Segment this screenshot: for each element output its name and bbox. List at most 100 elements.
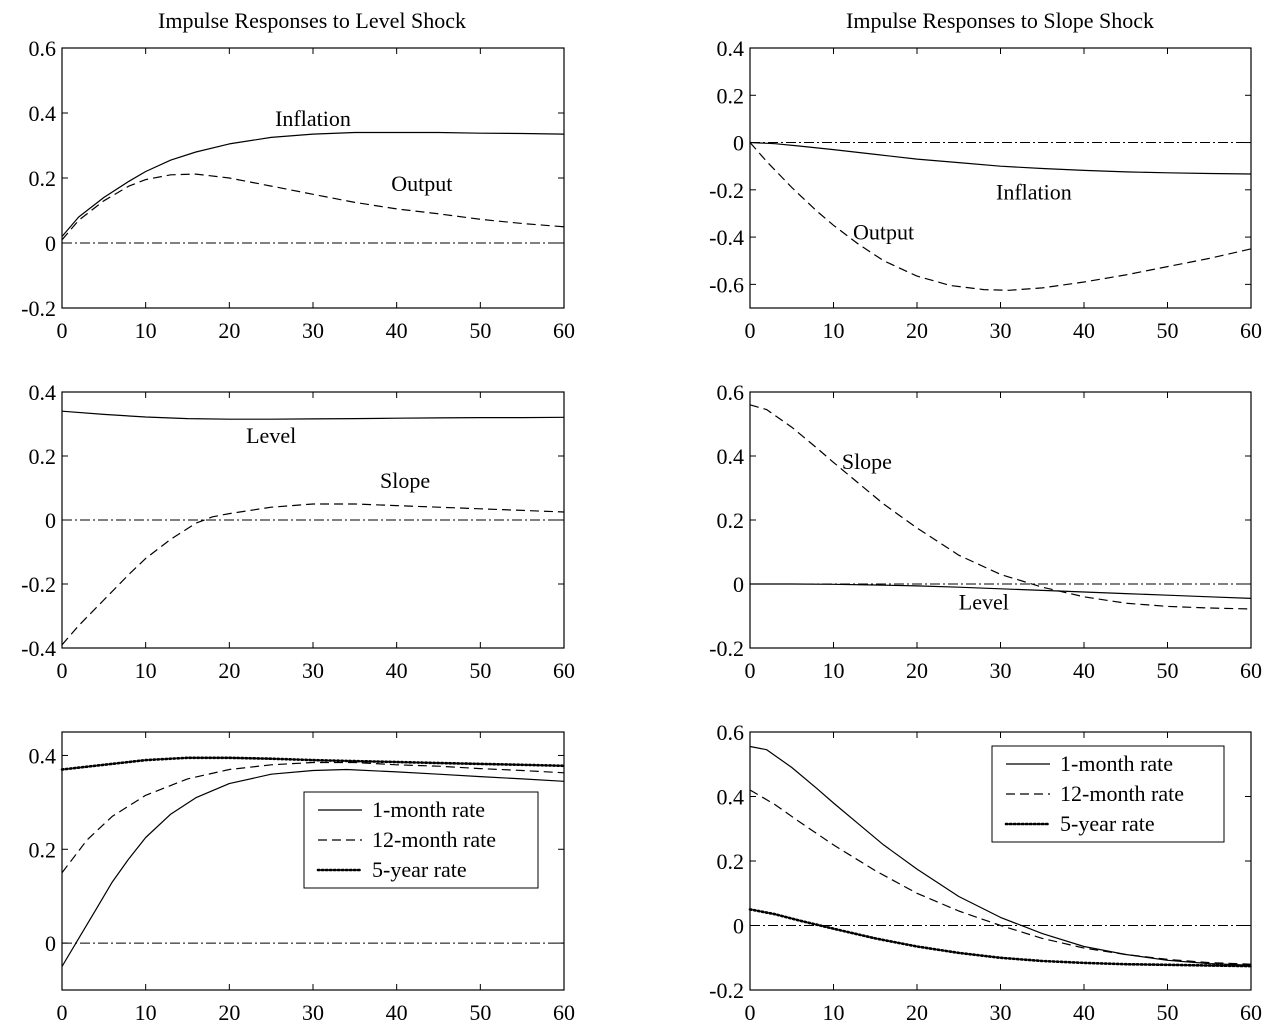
legend-entry-label: 1-month rate (1060, 751, 1173, 776)
series-line-12-month-rate (61, 761, 565, 874)
x-tick-label: 20 (218, 658, 240, 683)
panel-level-yields: 0 10 20 30 40 50 60 0 0.2 0.4 1-month rate 12-month… (29, 731, 575, 1025)
series-line-output (749, 142, 1252, 291)
panel-slope-yields: 0 10 20 30 40 50 60-0.200.20.40.61-month rate1… (709, 720, 1262, 1025)
series-annotation: Level (959, 590, 1009, 615)
y-tick-label: 0.2 (717, 83, 745, 108)
x-tick-label: 50 (469, 1000, 491, 1025)
series-line-slope (749, 404, 1252, 610)
panel-level-factors: 0 10 20 30 40 50 60 -0.4 -0.2 0 0.2 0.4 Level Slope (21, 380, 575, 683)
x-tick-label: 40 (386, 318, 408, 343)
series-line-inflation (61, 131, 565, 237)
x-tick-label: 30 (990, 318, 1012, 343)
y-tick-label: 0.2 (29, 837, 57, 862)
y-tick-label: 0.2 (29, 444, 57, 469)
x-tick-label: 10 (135, 318, 157, 343)
x-tick-label: 60 (1240, 1000, 1262, 1025)
right-column-title: Impulse Responses to Slope Shock (846, 8, 1154, 33)
x-tick-label: 60 (1240, 658, 1262, 683)
series-annotation: Inflation (996, 179, 1072, 204)
x-tick-label: 20 (906, 1000, 928, 1025)
y-tick-label: 0.6 (29, 36, 57, 61)
y-tick-label: -0.2 (709, 978, 744, 1003)
series-annotation: Inflation (275, 106, 351, 131)
y-tick-label: 0.4 (29, 101, 57, 126)
x-tick-label: 20 (218, 318, 240, 343)
x-tick-label: 50 (1157, 318, 1179, 343)
series-line-5-year-rate (60, 756, 566, 771)
series-annotation: Level (246, 423, 296, 448)
legend-box (303, 791, 539, 889)
legend-entry-label: 5-year rate (372, 857, 467, 882)
x-tick-label: 20 (218, 1000, 240, 1025)
y-tick-label: -0.4 (21, 636, 56, 661)
series-line-level (61, 410, 565, 420)
x-tick-label: 50 (1157, 1000, 1179, 1025)
legend: 1-month rate 12-month rate 5-year rate (303, 791, 539, 889)
left-column-title: Impulse Responses to Level Shock (158, 8, 466, 33)
y-tick-label: 0.2 (717, 849, 745, 874)
x-tick-label: 40 (386, 1000, 408, 1025)
x-tick-label: 40 (1073, 658, 1095, 683)
y-tick-label: 0.2 (717, 508, 745, 533)
x-tick-label: 30 (990, 658, 1012, 683)
x-tick-label: 10 (823, 1000, 845, 1025)
x-tick-label: 30 (302, 658, 324, 683)
series-annotation: Output (853, 219, 914, 244)
y-tick-label: 0.6 (717, 380, 745, 405)
x-tick-label: 30 (302, 1000, 324, 1025)
x-tick-label: 50 (469, 318, 491, 343)
y-tick-label: 0.2 (29, 166, 57, 191)
x-tick-label: 30 (302, 318, 324, 343)
x-tick-label: 60 (553, 318, 575, 343)
plot-frame (749, 47, 1252, 309)
x-tick-label: 40 (1073, 1000, 1095, 1025)
x-tick-label: 30 (990, 1000, 1012, 1025)
series-line-level (750, 583, 1252, 599)
y-tick-label: 0.4 (717, 785, 745, 810)
series-line-inflation (749, 141, 1252, 175)
y-tick-label: -0.2 (21, 572, 56, 597)
y-tick-label: 0.4 (29, 380, 57, 405)
y-tick-label: 0 (733, 914, 744, 939)
y-tick-label: 0 (45, 508, 56, 533)
y-tick-label: 0.4 (29, 743, 57, 768)
legend-entry-label: 5-year rate (1060, 811, 1155, 836)
plot-frame (61, 47, 565, 309)
y-tick-label: -0.2 (709, 636, 744, 661)
y-tick-label: -0.4 (709, 225, 744, 250)
x-tick-label: 60 (1240, 318, 1262, 343)
y-tick-label: 0 (45, 231, 56, 256)
series-annotation: Slope (380, 468, 430, 493)
y-tick-label: -0.2 (709, 178, 744, 203)
panel-level-macro: 0 10 20 30 40 50 60-0.200.20.40.6InflationOutp… (21, 36, 575, 343)
x-tick-label: 40 (386, 658, 408, 683)
y-tick-label: 0.4 (717, 36, 745, 61)
y-tick-label: 0 (733, 131, 744, 156)
series-line-output (61, 173, 565, 241)
x-tick-label: 10 (823, 318, 845, 343)
x-tick-label: 10 (823, 658, 845, 683)
legend-box (991, 745, 1225, 843)
x-tick-label: 0 (57, 658, 68, 683)
x-tick-label: 10 (135, 1000, 157, 1025)
series-line-12-month-rate (749, 789, 1252, 965)
y-tick-label: 0.6 (717, 720, 745, 745)
series-line-5-year-rate (748, 908, 1253, 968)
legend-entry-label: 1-month rate (372, 797, 485, 822)
x-tick-label: 0 (745, 658, 756, 683)
x-tick-label: 0 (57, 1000, 68, 1025)
x-tick-label: 0 (745, 318, 756, 343)
series-annotation: Slope (842, 449, 892, 474)
x-tick-label: 60 (553, 658, 575, 683)
y-tick-label: 0 (733, 572, 744, 597)
x-tick-label: 50 (1157, 658, 1179, 683)
series-annotation: Output (391, 171, 452, 196)
y-tick-label: 0 (45, 931, 56, 956)
x-tick-label: 40 (1073, 318, 1095, 343)
x-tick-label: 0 (57, 318, 68, 343)
legend-entry-label: 12-month rate (372, 827, 496, 852)
y-tick-label: -0.6 (709, 272, 744, 297)
